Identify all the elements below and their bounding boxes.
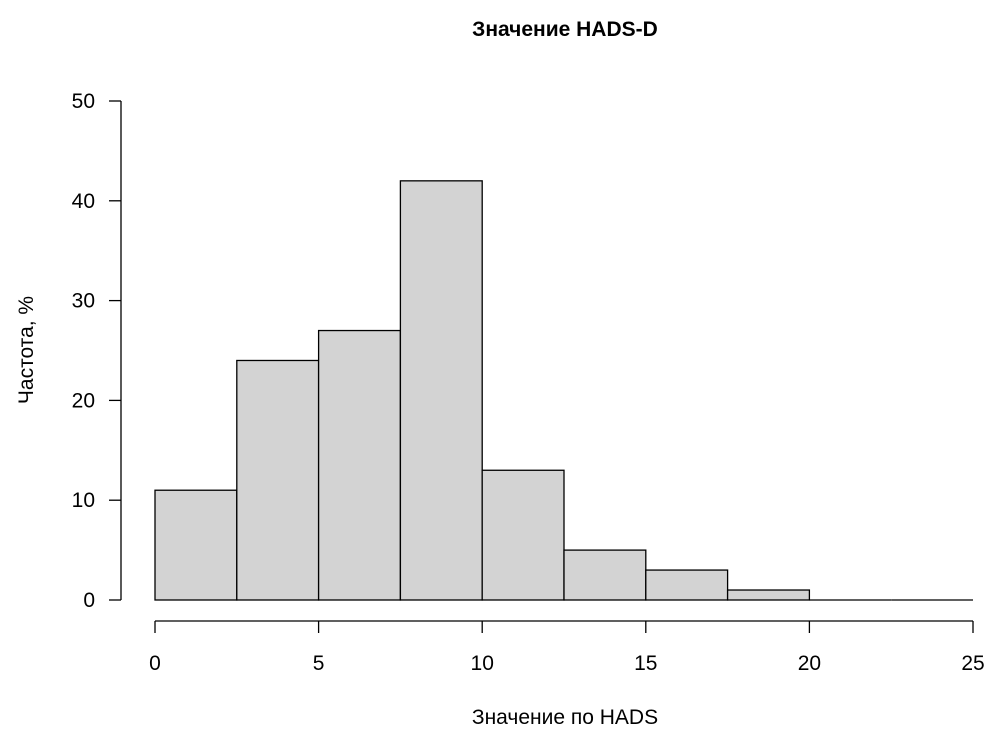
histogram-bar xyxy=(563,549,647,601)
histogram-bar xyxy=(726,589,811,601)
x-tick-label: 25 xyxy=(961,652,984,675)
x-tick-label: 10 xyxy=(471,652,494,675)
y-tick-label: 0 xyxy=(83,589,95,612)
histogram-bar xyxy=(317,329,402,601)
x-tick-label: 5 xyxy=(313,652,325,675)
histogram-bar xyxy=(481,469,565,601)
histogram-bar xyxy=(645,569,729,601)
y-axis-label: Частота, % xyxy=(15,296,38,404)
x-tick-label: 15 xyxy=(634,652,657,675)
y-tick-label: 40 xyxy=(72,190,95,213)
histogram-bar xyxy=(236,359,320,601)
y-tick-label: 10 xyxy=(72,489,95,512)
x-axis: 0 5 10 15 20 25 xyxy=(149,620,985,675)
y-tick-label: 30 xyxy=(72,290,95,313)
y-tick-label: 20 xyxy=(72,389,95,412)
histogram-bar xyxy=(154,489,238,601)
y-tick-label: 50 xyxy=(72,90,95,113)
x-tick-label: 20 xyxy=(798,652,821,675)
chart-title: Значение HADS-D xyxy=(472,18,658,41)
y-axis: 0 10 20 30 40 50 xyxy=(72,90,122,612)
x-axis-label: Значение по HADS xyxy=(472,706,658,729)
x-tick-label: 0 xyxy=(149,652,161,675)
histogram-bar xyxy=(399,180,483,601)
bars-group xyxy=(154,180,973,601)
